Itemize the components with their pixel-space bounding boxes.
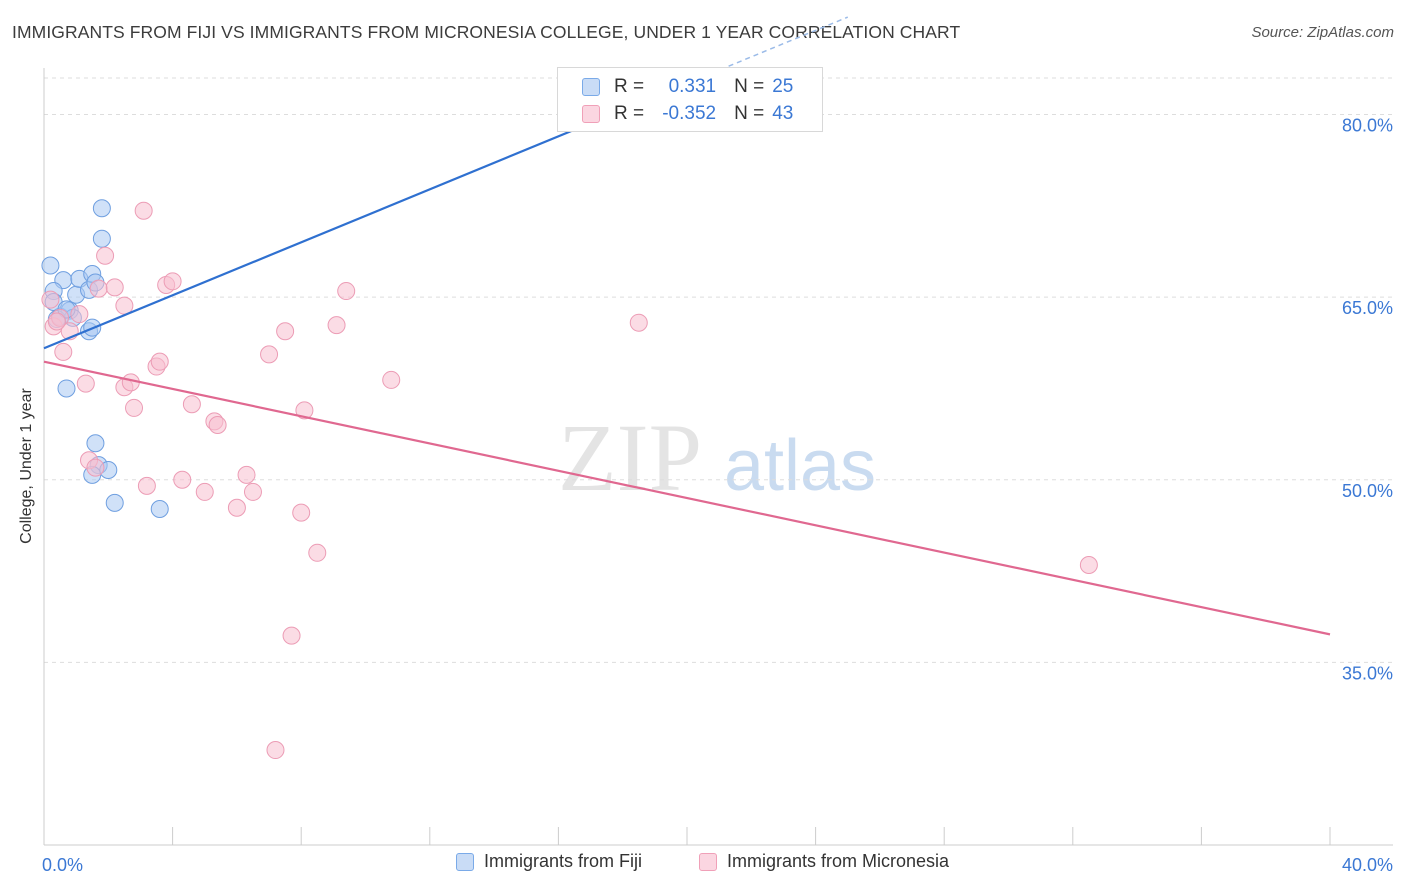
legend-row-micronesia: R = -0.352 N = 43 xyxy=(582,102,793,126)
micronesia-point xyxy=(96,246,115,265)
micronesia-point xyxy=(208,415,227,434)
micronesia-point xyxy=(54,342,73,361)
micronesia-point xyxy=(41,290,60,309)
micronesia-point xyxy=(105,278,124,297)
micronesia-trend-line xyxy=(43,360,1331,636)
micronesia-point xyxy=(134,201,153,220)
fiji-swatch xyxy=(582,78,600,96)
micronesia-point xyxy=(337,282,356,301)
fiji-swatch xyxy=(456,852,474,871)
micronesia-point xyxy=(227,498,246,517)
micronesia-point xyxy=(150,352,169,371)
series-legend: Immigrants from Fiji Immigrants from Mic… xyxy=(0,851,1406,877)
fiji-point xyxy=(86,434,105,453)
fiji-point xyxy=(92,199,111,218)
r-value: -0.352 xyxy=(662,103,717,124)
x-tick-label: 40.0% xyxy=(1342,855,1393,875)
axes xyxy=(43,68,1393,846)
y-tick-label: 50.0% xyxy=(1342,481,1393,501)
micronesia-swatch xyxy=(582,105,600,123)
micronesia-point xyxy=(86,458,105,477)
watermark-zip: ZIP xyxy=(558,404,702,511)
micronesia-point xyxy=(163,272,182,291)
correlation-legend: R = 0.331 N = 25 R = -0.352 N = 43 xyxy=(557,67,823,132)
micronesia-point xyxy=(292,503,311,522)
micronesia-point xyxy=(295,401,314,420)
legend-item-fiji[interactable]: Immigrants from Fiji xyxy=(456,851,642,872)
micronesia-point xyxy=(260,345,279,364)
n-value: 25 xyxy=(772,76,794,97)
tick-labels: 35.0% 50.0% 65.0% 80.0% 0.0% 40.0% xyxy=(42,116,1393,875)
y-tick-label: 65.0% xyxy=(1342,298,1393,318)
micronesia-point xyxy=(76,374,95,393)
micronesia-point xyxy=(195,482,214,501)
legend-row-fiji: R = 0.331 N = 25 xyxy=(582,75,793,99)
fiji-point xyxy=(57,379,76,398)
n-label: N = xyxy=(734,103,765,124)
micronesia-point xyxy=(276,322,295,341)
fiji-point xyxy=(150,499,169,518)
grid xyxy=(44,77,1393,663)
watermark-atlas: atlas xyxy=(724,426,876,506)
y-tick-label: 35.0% xyxy=(1342,663,1393,683)
fiji-point xyxy=(41,256,60,275)
micronesia-point xyxy=(282,626,301,645)
r-value: 0.331 xyxy=(668,76,717,97)
micronesia-point xyxy=(1079,555,1098,574)
micronesia-point xyxy=(327,316,346,335)
micronesia-point xyxy=(173,470,192,489)
n-label: N = xyxy=(734,76,765,97)
micronesia-point xyxy=(182,395,201,414)
y-axis-label: College, Under 1 year xyxy=(18,388,35,544)
micronesia-point xyxy=(47,312,66,331)
source-credit: Source: ZipAtlas.com xyxy=(1251,24,1394,41)
legend-item-micronesia[interactable]: Immigrants from Micronesia xyxy=(699,851,949,872)
x-tick-label: 0.0% xyxy=(42,855,83,875)
micronesia-point xyxy=(137,476,156,495)
micronesia-point xyxy=(308,543,327,562)
micronesia-point xyxy=(125,398,144,417)
micronesia-point xyxy=(237,465,256,484)
r-label: R = xyxy=(614,76,645,97)
micronesia-point xyxy=(70,305,89,324)
micronesia-point xyxy=(243,482,262,501)
chart-title: IMMIGRANTS FROM FIJI VS IMMIGRANTS FROM … xyxy=(12,22,961,42)
fiji-point xyxy=(92,229,111,248)
r-label: R = xyxy=(614,103,645,124)
micronesia-point xyxy=(266,741,285,760)
micronesia-point xyxy=(89,279,108,298)
micronesia-swatch xyxy=(699,852,717,871)
fiji-point xyxy=(105,493,124,512)
y-tick-label: 80.0% xyxy=(1342,116,1393,136)
legend-label-micronesia: Immigrants from Micronesia xyxy=(727,851,950,871)
micronesia-point xyxy=(629,313,648,332)
watermark: ZIP atlas xyxy=(558,404,876,511)
n-value: 43 xyxy=(772,103,794,124)
legend-label-fiji: Immigrants from Fiji xyxy=(484,851,643,871)
micronesia-point xyxy=(382,370,401,389)
